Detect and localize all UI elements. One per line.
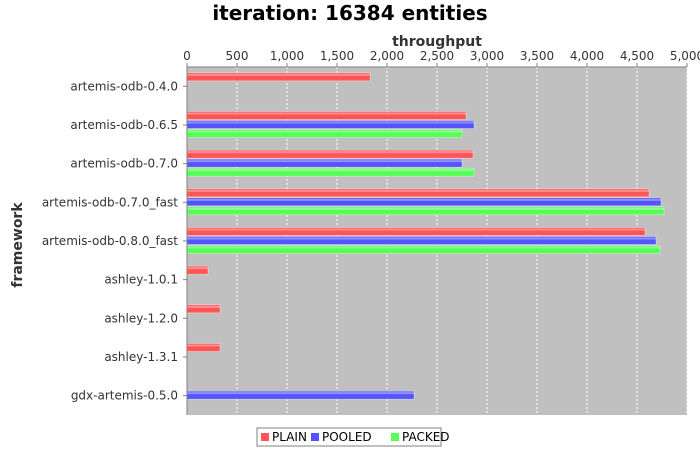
x-tick-label: 0 <box>183 49 191 63</box>
x-tick-label: 4,500 <box>620 49 654 63</box>
bar-highlight <box>187 237 656 240</box>
bar-highlight <box>187 151 473 154</box>
bar-highlight <box>187 392 414 395</box>
legend-label: PLAIN <box>272 430 307 444</box>
x-tick-label: 3,500 <box>520 49 554 63</box>
y-tick-label: artemis-odb-0.7.0_fast <box>42 195 178 209</box>
legend-swatch <box>391 433 399 441</box>
bar-highlight <box>187 246 660 249</box>
bar-highlight <box>187 267 208 270</box>
bar-highlight <box>187 198 661 201</box>
x-axis-title: throughput <box>392 34 482 50</box>
bar-highlight <box>187 305 220 308</box>
y-tick-label: artemis-odb-0.8.0_fast <box>42 234 178 248</box>
x-tick-label: 1,500 <box>320 49 354 63</box>
legend: PLAIN POOLED PACKED <box>256 427 450 447</box>
legend-label: POOLED <box>322 430 372 444</box>
bar-highlight <box>187 160 462 163</box>
y-tick-label: artemis-odb-0.7.0 <box>70 157 178 171</box>
x-tick-label: 2,000 <box>370 49 404 63</box>
bar-highlight <box>187 73 370 76</box>
chart-title: iteration: 16384 entities <box>212 1 487 25</box>
legend-swatch <box>261 433 269 441</box>
y-tick-label: gdx-artemis-0.5.0 <box>71 389 178 403</box>
bar-highlight <box>187 169 474 172</box>
y-tick-label: artemis-odb-0.6.5 <box>70 118 178 132</box>
axes: 0 500 1,000 1,500 2,000 2,500 3,000 3,500 4,000 4… <box>42 49 700 415</box>
legend-swatch <box>311 433 319 441</box>
y-tick-label: artemis-odb-0.4.0 <box>70 79 178 93</box>
legend-box <box>256 427 442 447</box>
bar-highlight <box>187 207 664 210</box>
bar-highlight <box>187 344 220 347</box>
y-tick-label: ashley-1.0.1 <box>104 273 178 287</box>
bar-highlight <box>187 112 466 115</box>
x-tick-label: 3,000 <box>470 49 504 63</box>
y-tick-label: ashley-1.3.1 <box>104 350 178 364</box>
bar-highlight <box>187 228 645 231</box>
x-tick-label: 500 <box>226 49 249 63</box>
y-tick-label: ashley-1.2.0 <box>104 311 178 325</box>
x-tick-label: 4,000 <box>570 49 604 63</box>
bar-highlight <box>187 189 649 192</box>
bar-highlight <box>187 130 462 133</box>
x-tick-label: 2,500 <box>420 49 454 63</box>
x-tick-label: 5,000 <box>670 49 700 63</box>
bar-highlight <box>187 121 474 124</box>
bars <box>186 72 665 400</box>
legend-label: PACKED <box>402 430 450 444</box>
x-tick-label: 1,000 <box>270 49 304 63</box>
y-axis-title: framework <box>10 202 26 288</box>
